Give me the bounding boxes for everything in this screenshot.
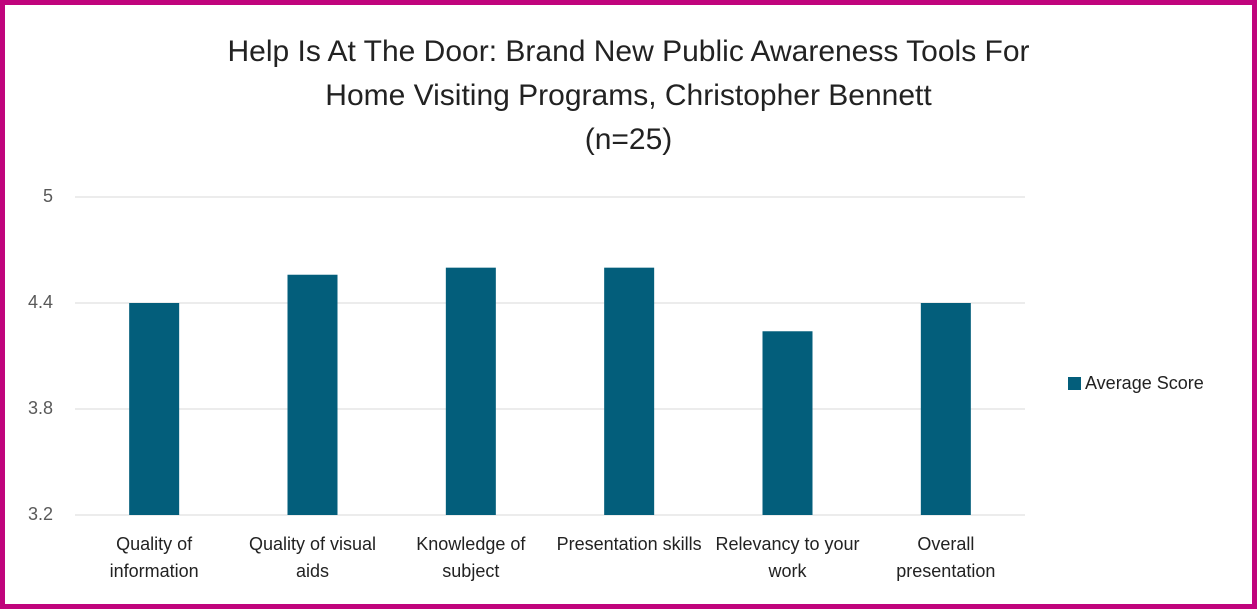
- chart-title: Help Is At The Door: Brand New Public Aw…: [227, 35, 1030, 68]
- x-tick-label: Quality of visual aids: [248, 534, 377, 581]
- bar: [287, 274, 338, 515]
- plot: [75, 196, 1081, 516]
- bar: [604, 267, 655, 515]
- legend-swatch: [1068, 377, 1081, 390]
- bar: [762, 331, 813, 515]
- x-tick-label: Knowledge of subject: [416, 534, 526, 581]
- bar: [129, 303, 180, 515]
- chart-title: Home Visiting Programs, Christopher Benn…: [325, 79, 932, 112]
- x-tick-label: Presentation skills: [556, 534, 702, 554]
- legend-label: Average Score: [1085, 373, 1204, 393]
- x-tick-label: Quality of information: [109, 534, 199, 581]
- y-tick-label: 4.4: [27, 292, 53, 312]
- x-tick-label: Relevancy to your work: [715, 534, 860, 581]
- y-tick-label: 3.8: [27, 398, 53, 418]
- bar: [920, 303, 971, 515]
- bar: [445, 267, 496, 515]
- x-tick-label: Overall presentation: [896, 534, 996, 581]
- y-tick-label: 5: [42, 186, 53, 206]
- chart-title: (n=25): [584, 123, 673, 156]
- y-tick-label: 3.2: [27, 504, 53, 524]
